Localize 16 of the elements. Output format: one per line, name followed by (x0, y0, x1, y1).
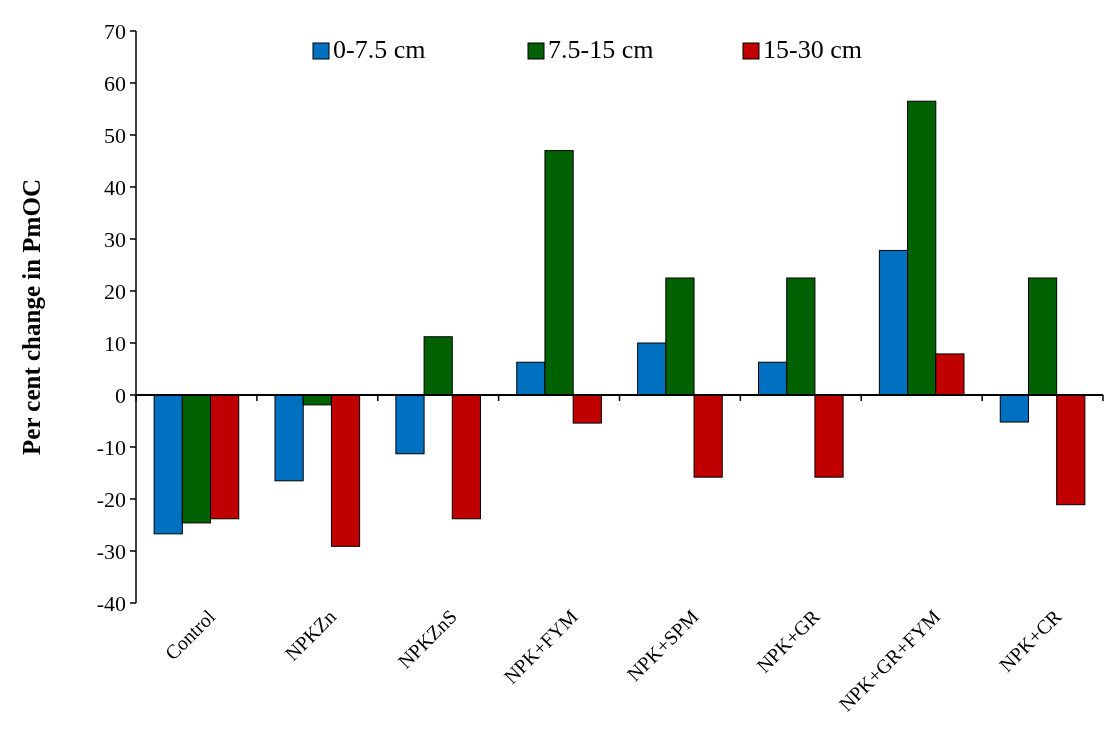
legend-label: 0-7.5 cm (333, 35, 426, 64)
y-tick-label: 10 (104, 330, 126, 356)
y-tick-label: -40 (96, 590, 126, 616)
y-tick-label: 20 (104, 278, 126, 304)
y-tick-label: 40 (104, 174, 126, 200)
y-tick-label: 50 (104, 122, 126, 148)
y-tick-label: -10 (96, 434, 126, 460)
y-tick-label: 0 (115, 382, 126, 408)
y-tick-label: 60 (104, 70, 126, 96)
y-axis-title: Per cent change in PmOC (18, 179, 45, 455)
y-tick-label: 30 (104, 226, 126, 252)
legend-label: 15-30 cm (763, 35, 862, 64)
y-tick-label: -30 (96, 538, 126, 564)
y-tick-label: 70 (104, 18, 126, 44)
y-tick-label: -20 (96, 486, 126, 512)
legend-label: 7.5-15 cm (548, 35, 654, 64)
